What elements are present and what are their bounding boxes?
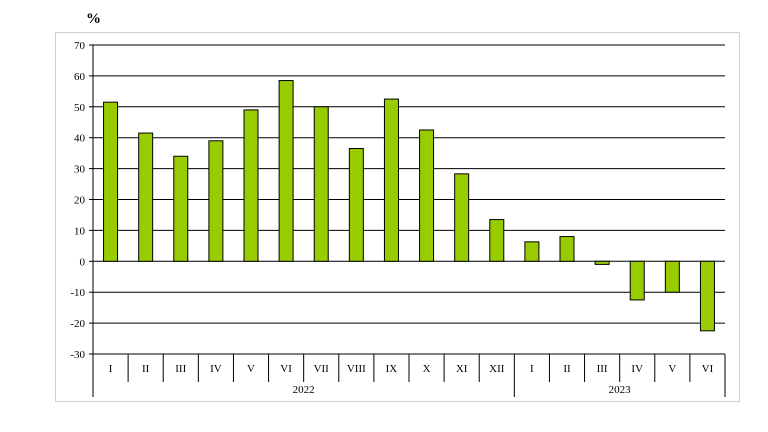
bar <box>348 148 364 262</box>
y-tick-label: 10 <box>74 225 86 237</box>
bar <box>664 260 680 293</box>
y-tick-label: 20 <box>74 195 86 207</box>
category-label: IX <box>386 363 398 375</box>
bar <box>699 260 715 332</box>
bar <box>278 80 294 262</box>
bar <box>559 236 575 262</box>
category-label: IV <box>210 363 222 375</box>
category-label: V <box>247 363 255 375</box>
bars <box>103 80 715 332</box>
category-label: VII <box>314 363 330 375</box>
bar <box>629 260 645 301</box>
bar <box>594 260 610 265</box>
bar <box>419 129 435 262</box>
category-label: I <box>109 363 113 375</box>
category-label: XI <box>456 363 468 375</box>
y-tick-label: 60 <box>74 71 86 83</box>
category-label: VI <box>280 363 292 375</box>
category-label: XII <box>489 363 505 375</box>
bar <box>173 155 189 262</box>
bar <box>489 219 505 262</box>
bar <box>524 241 540 262</box>
year-label: 2023 <box>609 384 632 396</box>
unit-label: % <box>86 11 101 27</box>
bar <box>138 132 154 262</box>
y-tick-label: -10 <box>70 287 85 299</box>
category-label: VI <box>702 363 714 375</box>
y-tick-label: -30 <box>70 349 85 361</box>
category-label: X <box>423 363 431 375</box>
y-tick-label: 50 <box>74 102 86 114</box>
category-label: II <box>142 363 150 375</box>
bar <box>208 140 224 262</box>
y-axis: -30 -20 -10 0 10 20 30 40 50 60 70 <box>70 40 94 361</box>
y-tick-label: 70 <box>74 40 86 52</box>
bar <box>313 106 329 262</box>
chart-frame <box>55 32 740 402</box>
y-tick-label: 30 <box>74 164 86 176</box>
category-label: III <box>597 363 608 375</box>
bar <box>383 98 399 262</box>
bar <box>454 173 470 262</box>
category-label: II <box>563 363 571 375</box>
category-label: IV <box>631 363 643 375</box>
y-tick-label: 40 <box>74 133 86 145</box>
gridlines <box>93 44 725 355</box>
category-label: I <box>530 363 534 375</box>
category-label: V <box>668 363 676 375</box>
category-label: VIII <box>347 363 366 375</box>
category-label: III <box>175 363 186 375</box>
year-label: 2022 <box>293 384 315 396</box>
bar <box>243 109 259 262</box>
y-tick-label: -20 <box>70 318 85 330</box>
bar <box>103 101 119 262</box>
y-tick-label: 0 <box>80 256 86 268</box>
x-axis: I II III IV V VI VII VIII IX X XI XII I II III IV V VI202… <box>92 354 726 397</box>
